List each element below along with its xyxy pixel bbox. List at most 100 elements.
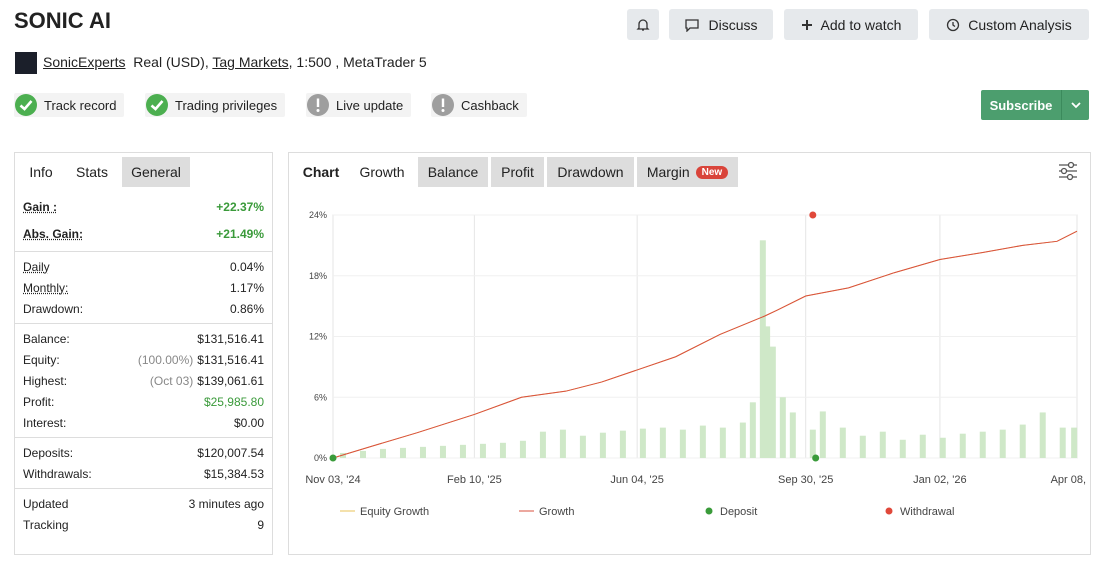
stats-group: Balance: $131,516.41 Equity: (100.00%) $131,…	[15, 324, 272, 438]
chart-tab[interactable]: Profit	[491, 157, 544, 187]
subscribe-button[interactable]: Subscribe	[981, 90, 1089, 120]
bar	[719, 427, 726, 458]
bar	[809, 429, 816, 458]
stats-tab[interactable]: Stats	[64, 157, 120, 187]
watch-button[interactable]: Add to watch	[784, 9, 918, 40]
bar	[439, 445, 446, 458]
stats-value: 1.17%	[229, 280, 264, 295]
chart-tab[interactable]: Chart	[293, 157, 349, 187]
stats-row: Drawdown: 0.86%	[15, 298, 272, 319]
legend-label: Growth	[539, 506, 574, 518]
stats-value-box: (100.00%) $131,516.41	[138, 353, 264, 367]
stats-note: (100.00%)	[137, 352, 194, 367]
icon-bar	[316, 98, 320, 107]
bar	[1071, 427, 1078, 458]
caret-icon	[1070, 102, 1081, 109]
discuss-button[interactable]: Discuss	[669, 9, 773, 40]
stats-label: Highest:	[23, 373, 68, 388]
chart-tab[interactable]: Balance	[418, 157, 488, 187]
bar	[764, 326, 771, 458]
stats-value: 0.86%	[229, 301, 264, 316]
stats-group: Deposits: $120,007.54 Withdrawals: $15,384.…	[15, 438, 272, 489]
stats-label: Equity:	[23, 352, 60, 367]
bar	[839, 427, 846, 458]
bar	[999, 429, 1006, 458]
x-tick-label: Sep 30, '25	[778, 474, 833, 486]
bar	[919, 434, 926, 458]
stats-row: Interest: $0.00	[15, 412, 272, 433]
y-tick-label: 0%	[314, 453, 327, 463]
icon-circle	[15, 94, 37, 116]
stats-row: Daily 0.04%	[15, 256, 272, 277]
legend-label: Withdrawal	[900, 506, 954, 518]
bar	[769, 346, 776, 458]
bar	[479, 443, 486, 458]
legend-label: Deposit	[720, 506, 757, 518]
stats-label: Profit:	[23, 394, 55, 409]
stats-value-box: 3 minutes ago	[189, 497, 264, 511]
stats-tab[interactable]: Info	[18, 157, 64, 187]
stats-value-box: 0.86%	[230, 302, 264, 316]
tab-label: Drawdown	[557, 164, 624, 180]
account-details: , 1:500 , MetaTrader 5	[288, 54, 427, 70]
x-tick-label: Feb 10, '25	[447, 474, 502, 486]
legend-swatch	[705, 507, 713, 515]
bar	[599, 432, 606, 458]
stats-group: Gain : +22.37% Abs. Gain: +21.49%	[15, 189, 272, 252]
legend-swatch	[885, 507, 893, 515]
stats-value: $15,384.53	[203, 466, 264, 481]
stats-tab[interactable]: General	[122, 157, 190, 187]
bar	[749, 402, 756, 458]
stats-value-box: $25,985.80	[204, 395, 264, 409]
stats-row: Gain : +22.37%	[15, 193, 272, 220]
stats-value: $131,516.41	[197, 352, 264, 367]
discuss-icon	[685, 18, 700, 32]
badge: Cashback	[431, 93, 527, 117]
bar	[779, 397, 786, 458]
tab-label: Margin	[646, 164, 690, 180]
stats-value: +22.37%	[216, 199, 264, 214]
x-tick-label: Apr 08, '26	[1051, 474, 1089, 486]
bar	[639, 428, 646, 458]
bar	[559, 429, 566, 458]
bar	[879, 431, 886, 458]
check-icon	[146, 94, 168, 116]
chart: Nov 03, '24 Feb 10, '25 Jun 04, '25 Sep 30,…	[305, 210, 1089, 518]
tab-label: Balance	[427, 164, 479, 180]
chart-tab[interactable]: Growth	[349, 157, 415, 187]
icon-dot	[316, 109, 320, 112]
stats-label: Monthly:	[23, 280, 69, 295]
y-tick-label: 18%	[309, 271, 327, 281]
badge-label: Trading privileges	[175, 97, 278, 113]
bar	[819, 411, 826, 458]
y-tick-label: 24%	[309, 210, 327, 220]
owner-link[interactable]: SonicExperts	[43, 54, 126, 70]
stats-value: +21.49%	[216, 226, 264, 241]
tab-label: Chart	[302, 164, 340, 180]
analysis-button[interactable]: Custom Analysis	[929, 9, 1089, 40]
chart-tab[interactable]: Drawdown	[547, 157, 634, 187]
bell-button[interactable]	[627, 9, 659, 40]
stats-value: $139,061.61	[197, 373, 264, 388]
x-tick-label: Jan 02, '26	[913, 474, 966, 486]
stats-row: Updated 3 minutes ago	[15, 493, 272, 514]
icon-check	[19, 100, 33, 111]
broker-link[interactable]: Tag Markets	[212, 54, 289, 70]
chart-tab[interactable]: Margin New	[637, 157, 738, 187]
bar	[579, 435, 586, 458]
bar	[359, 450, 366, 458]
stats-label: Withdrawals:	[23, 466, 92, 481]
settings-icon[interactable]	[1056, 159, 1080, 183]
subscribe-dropdown[interactable]	[1061, 90, 1089, 120]
bar	[789, 412, 796, 458]
stats-row: Balance: $131,516.41	[15, 328, 272, 349]
stats-label: Tracking	[23, 517, 69, 532]
bar	[679, 429, 686, 458]
x-tick-label: Jun 04, '25	[610, 474, 663, 486]
account-type: Real (USD),	[133, 54, 209, 70]
subscribe-label: Subscribe	[989, 97, 1053, 113]
marker	[812, 454, 820, 462]
marker	[809, 211, 817, 219]
stats-value-box: +22.37%	[216, 200, 264, 214]
